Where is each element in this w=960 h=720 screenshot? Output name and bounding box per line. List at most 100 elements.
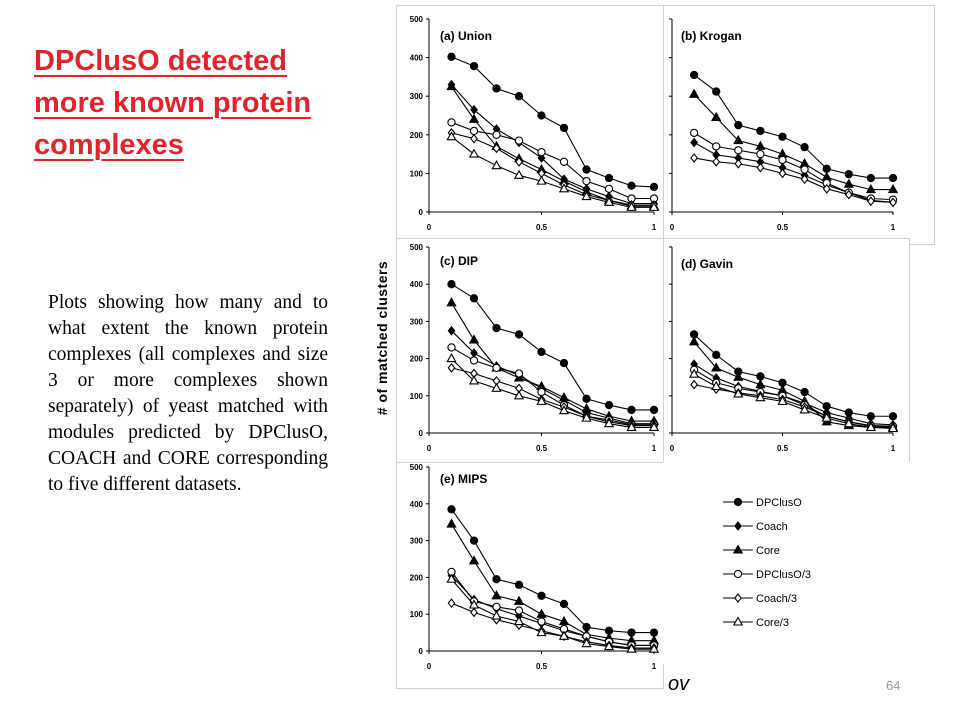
panel-frame-c	[396, 238, 664, 466]
d-gavin-point-dpcluso	[888, 412, 898, 421]
x-axis-title-fragment: ov	[668, 673, 690, 695]
e-mips-point-core	[558, 615, 570, 626]
a-union-line-coach-3	[451, 132, 654, 206]
d-gavin-point-core-3	[688, 368, 700, 378]
a-union-point-core-3	[603, 196, 615, 206]
d-gavin-x-tick-label: 0	[670, 444, 675, 453]
a-union-point-core-3	[491, 160, 502, 170]
a-union-line-coach	[451, 84, 654, 205]
b-krogan-point-core	[755, 140, 766, 150]
b-krogan-point-dpcluso	[734, 121, 743, 130]
b-krogan-point-dpcluso-3	[800, 165, 809, 174]
a-union-x-tick-label: 0	[427, 223, 432, 232]
legend-marker-core	[732, 544, 744, 554]
c-dip-point-dpcluso-3	[537, 387, 546, 397]
a-union-point-coach-3	[492, 143, 501, 154]
e-mips-x-tick-label: 0.5	[536, 662, 548, 671]
a-union-point-dpcluso	[582, 165, 591, 174]
b-krogan-point-dpcluso-3	[712, 142, 721, 151]
b-krogan-point-dpcluso-3	[756, 149, 765, 159]
c-dip-point-dpcluso	[604, 400, 614, 410]
e-mips-point-dpcluso	[447, 505, 456, 514]
b-krogan-point-coach-3	[690, 153, 699, 163]
b-krogan-point-core	[733, 134, 744, 145]
a-union-line-dpcluso	[451, 56, 655, 188]
e-mips-point-dpcluso	[469, 536, 479, 545]
b-krogan-line-coach-3	[694, 157, 894, 203]
legend-label-coach: Coach	[756, 521, 788, 533]
b-krogan-x-tick-label: 0	[670, 223, 675, 232]
b-krogan-point-coach-3	[734, 158, 743, 169]
e-mips-point-core	[491, 590, 502, 600]
a-union-point-core	[446, 80, 457, 91]
c-dip-panel-title: (c) DIP	[440, 254, 478, 268]
a-union-point-dpcluso	[627, 181, 636, 190]
b-krogan-x-tick-label: 1	[891, 223, 896, 232]
d-gavin-point-core	[711, 362, 722, 372]
c-dip-point-dpcluso	[469, 294, 479, 303]
c-dip-line-coach-3	[451, 367, 654, 427]
b-krogan-point-core	[865, 183, 877, 194]
legend-frame	[663, 462, 910, 664]
b-krogan-line-core	[693, 93, 893, 191]
a-union-point-coach	[470, 104, 478, 115]
d-gavin-line-coach	[693, 363, 894, 426]
c-dip-point-core-3	[558, 405, 570, 415]
b-krogan-point-coach-3	[712, 156, 721, 167]
a-union-point-dpcluso-3	[604, 184, 614, 193]
c-dip-point-core	[558, 392, 570, 402]
e-mips-point-dpcluso	[559, 599, 569, 609]
y-axis-title: # of matched clusters	[374, 260, 390, 416]
e-mips-line-coach-3	[451, 602, 654, 649]
d-gavin-x-tick-label: 1	[891, 444, 896, 453]
e-mips-x-tick-label: 1	[652, 662, 657, 671]
a-union-x-tick-label: 1	[652, 223, 657, 232]
b-krogan-point-coach-3	[889, 197, 897, 208]
a-union-point-dpcluso	[492, 84, 501, 93]
e-mips-y-tick-label: 400	[410, 500, 424, 509]
d-gavin-point-core-3	[733, 388, 744, 398]
a-union-point-core-3	[626, 201, 637, 211]
b-krogan-point-dpcluso	[822, 164, 831, 173]
b-krogan-point-coach-3	[822, 183, 831, 194]
b-krogan-point-dpcluso	[689, 70, 699, 80]
b-krogan-point-dpcluso	[712, 87, 721, 96]
e-mips-point-dpcluso	[492, 575, 501, 584]
b-krogan-line-coach	[693, 142, 894, 203]
c-dip-point-dpcluso	[537, 347, 546, 357]
e-mips-y-tick-label: 300	[410, 537, 424, 546]
d-gavin-point-core-3	[887, 422, 899, 433]
a-union-point-core-3	[558, 183, 570, 193]
e-mips-point-core-3	[446, 573, 457, 583]
a-union-y-tick-label: 100	[410, 169, 424, 178]
c-dip-point-dpcluso	[627, 405, 636, 415]
d-gavin-point-core	[688, 336, 700, 346]
d-gavin-point-core-3	[755, 392, 766, 402]
c-dip-point-dpcluso-3	[514, 369, 524, 378]
e-mips-point-core-3	[468, 599, 480, 609]
a-union-y-tick-label: 400	[410, 54, 424, 63]
c-dip-point-dpcluso-3	[492, 363, 501, 373]
b-krogan-point-coach	[690, 137, 699, 148]
a-union-y-tick-label: 0	[419, 208, 424, 217]
b-krogan-point-dpcluso	[844, 170, 853, 179]
c-dip-point-core	[446, 297, 457, 307]
a-union-point-core-3	[648, 201, 660, 211]
c-dip-point-core	[468, 334, 480, 344]
e-mips-x-tick-label: 0	[427, 662, 432, 671]
c-dip-line-dpcluso-3	[451, 346, 654, 426]
d-gavin-point-core-3	[711, 380, 722, 391]
e-mips-point-dpcluso	[514, 580, 524, 589]
b-krogan-point-core	[887, 183, 899, 194]
b-krogan-point-dpcluso-3	[734, 146, 743, 155]
legend-marker-core-3	[732, 616, 744, 626]
a-union-point-core-3	[513, 169, 525, 179]
c-dip-y-tick-label: 200	[410, 355, 424, 364]
a-union-line-core	[451, 86, 654, 207]
d-gavin-line-coach-3	[693, 384, 894, 428]
d-gavin-panel-title: (d) Gavin	[681, 257, 733, 271]
c-dip-point-coach-3	[447, 363, 456, 373]
legend-label-coach-3: Coach/3	[756, 593, 797, 605]
a-union-point-dpcluso	[537, 111, 546, 120]
